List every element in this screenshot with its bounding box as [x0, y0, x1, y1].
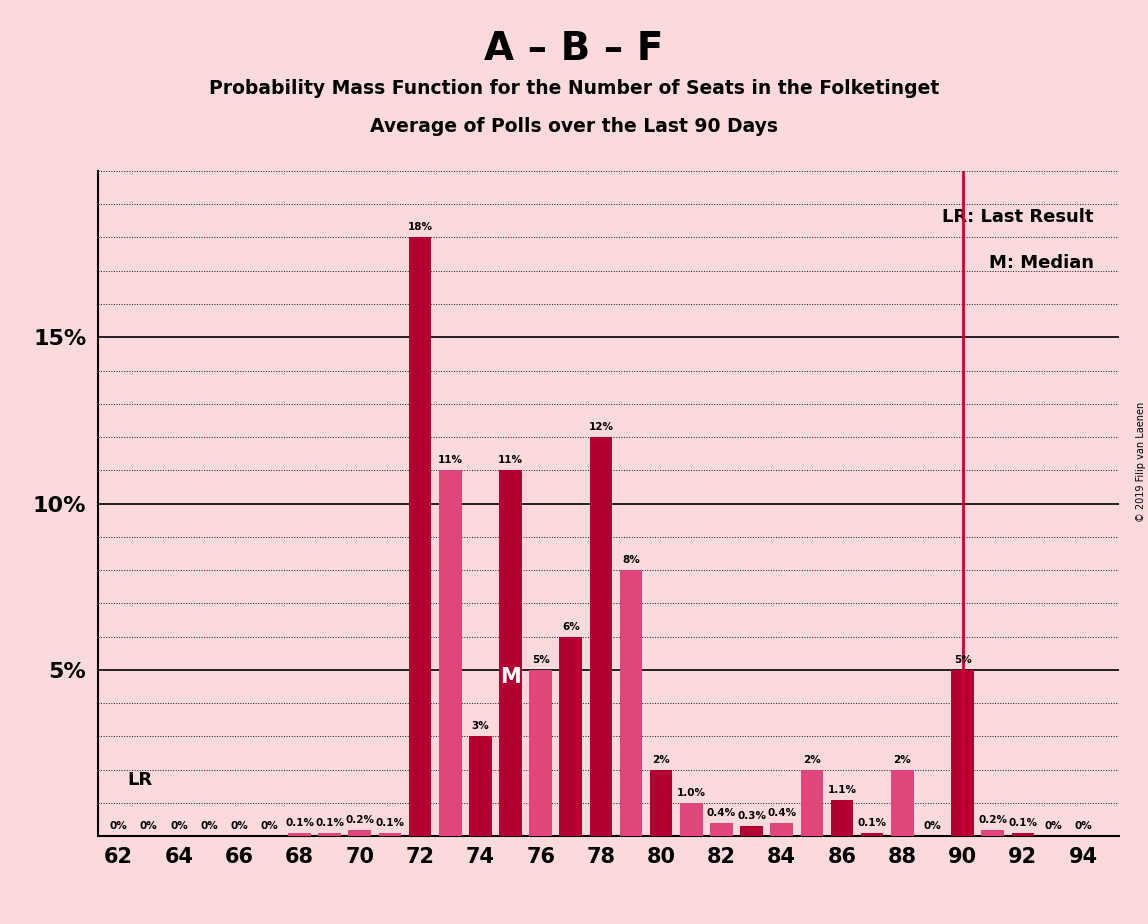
Text: 2%: 2% — [652, 755, 670, 765]
Text: 0%: 0% — [923, 821, 941, 832]
Text: 18%: 18% — [408, 223, 433, 233]
Bar — [680, 803, 703, 836]
Text: M: M — [501, 666, 521, 687]
Text: 8%: 8% — [622, 555, 639, 565]
Text: 0%: 0% — [140, 821, 157, 832]
Bar — [740, 826, 763, 836]
Bar — [891, 770, 914, 836]
Bar — [982, 830, 1004, 836]
Bar — [831, 799, 853, 836]
Text: 0%: 0% — [200, 821, 218, 832]
Text: 1.1%: 1.1% — [828, 784, 856, 795]
Text: LR: Last Result: LR: Last Result — [943, 208, 1094, 225]
Text: 5%: 5% — [532, 655, 550, 665]
Text: 0.4%: 0.4% — [767, 808, 797, 818]
Text: 2%: 2% — [893, 755, 912, 765]
Text: 0%: 0% — [1045, 821, 1062, 832]
Text: 0.3%: 0.3% — [737, 811, 766, 821]
Bar — [861, 833, 884, 836]
Text: 11%: 11% — [498, 456, 523, 466]
Text: 0%: 0% — [170, 821, 188, 832]
Bar — [470, 736, 491, 836]
Text: 0%: 0% — [231, 821, 248, 832]
Bar — [559, 637, 582, 836]
Bar — [379, 833, 402, 836]
Text: 11%: 11% — [437, 456, 463, 466]
Text: © 2019 Filip van Laenen: © 2019 Filip van Laenen — [1135, 402, 1146, 522]
Text: 0.1%: 0.1% — [285, 818, 315, 828]
Text: LR: LR — [127, 771, 153, 789]
Bar — [770, 823, 793, 836]
Bar — [529, 670, 552, 836]
Text: A – B – F: A – B – F — [484, 30, 664, 67]
Text: 12%: 12% — [589, 422, 613, 432]
Text: 0.1%: 0.1% — [1008, 818, 1038, 828]
Text: 5%: 5% — [954, 655, 971, 665]
Bar — [620, 570, 643, 836]
Text: 0%: 0% — [110, 821, 127, 832]
Text: 0.1%: 0.1% — [858, 818, 886, 828]
Bar — [288, 833, 311, 836]
Text: Average of Polls over the Last 90 Days: Average of Polls over the Last 90 Days — [370, 117, 778, 137]
Bar — [318, 833, 341, 836]
Bar — [439, 470, 461, 836]
Bar — [711, 823, 732, 836]
Text: 0%: 0% — [1075, 821, 1092, 832]
Text: 0.1%: 0.1% — [375, 818, 404, 828]
Bar — [800, 770, 823, 836]
Bar — [349, 830, 371, 836]
Text: 3%: 3% — [472, 722, 489, 732]
Text: 0%: 0% — [261, 821, 278, 832]
Text: 2%: 2% — [802, 755, 821, 765]
Text: 0.2%: 0.2% — [978, 815, 1007, 824]
Bar — [650, 770, 673, 836]
Bar — [409, 237, 432, 836]
Bar — [499, 470, 522, 836]
Text: 0.2%: 0.2% — [346, 815, 374, 824]
Text: 6%: 6% — [561, 622, 580, 632]
Text: 0.4%: 0.4% — [707, 808, 736, 818]
Bar — [1011, 833, 1034, 836]
Bar — [590, 437, 612, 836]
Text: M: Median: M: Median — [988, 254, 1094, 272]
Text: 0.1%: 0.1% — [316, 818, 344, 828]
Bar — [952, 670, 974, 836]
Text: 1.0%: 1.0% — [677, 788, 706, 798]
Text: Probability Mass Function for the Number of Seats in the Folketinget: Probability Mass Function for the Number… — [209, 79, 939, 98]
